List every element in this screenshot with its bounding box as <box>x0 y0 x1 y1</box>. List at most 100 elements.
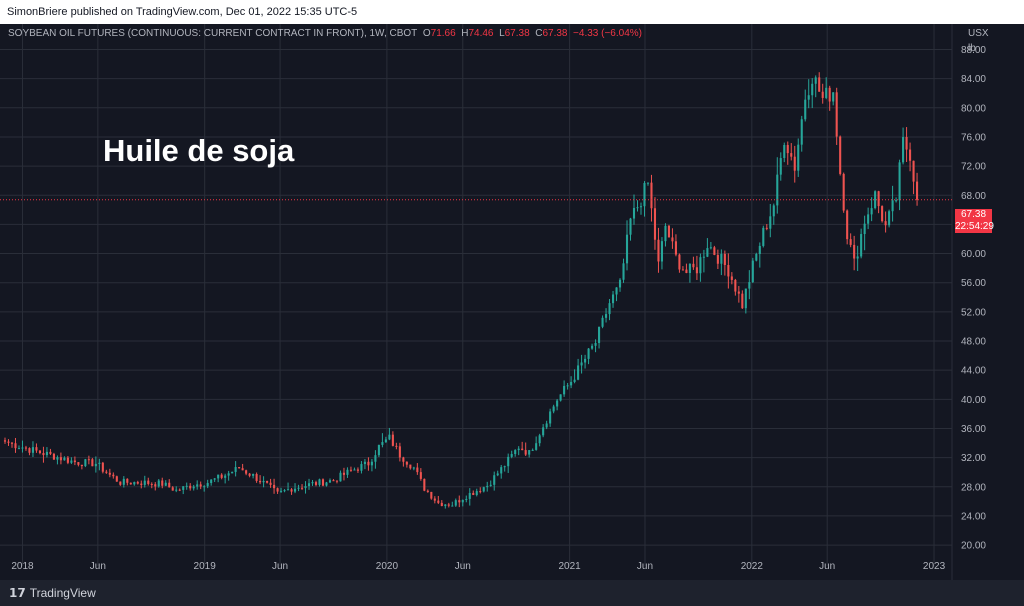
candle-body <box>636 207 639 209</box>
candle-body <box>615 287 618 295</box>
candle-body <box>671 237 674 242</box>
candle-body <box>136 482 139 484</box>
candle-body <box>363 461 366 465</box>
candle-body <box>807 95 810 100</box>
candle-body <box>147 480 150 484</box>
candle-body <box>884 221 887 226</box>
candle-body <box>370 461 373 466</box>
candle-body <box>825 87 828 98</box>
currency-label: USX <box>968 28 989 39</box>
x-tick-label: 2021 <box>558 561 581 572</box>
chart-area[interactable] <box>0 24 1024 580</box>
candle-body <box>587 348 590 359</box>
symbol-legend: SOYBEAN OIL FUTURES (CONTINUOUS: CURRENT… <box>8 28 642 39</box>
x-tick-label: 2018 <box>11 561 34 572</box>
candle-body <box>283 490 286 492</box>
low-value: 67.38 <box>504 28 530 39</box>
candle-body <box>384 439 387 443</box>
publish-header: SimonBriere published on TradingView.com… <box>0 0 1024 24</box>
candle-body <box>835 92 838 137</box>
unit-label: lb <box>968 43 976 54</box>
y-tick-label: 24.00 <box>961 511 986 522</box>
candle-body <box>161 480 164 486</box>
candle-body <box>10 442 14 444</box>
candle-body <box>765 227 768 229</box>
candle-body <box>206 483 209 487</box>
candle-body <box>797 144 800 171</box>
price-axis[interactable]: 20.00 24.00 28.00 32.00 36.00 40.00 44.00 48.00… <box>961 45 986 552</box>
candle-body <box>769 216 772 229</box>
candle-body <box>339 472 342 482</box>
candle-body <box>604 314 608 318</box>
candle-body <box>189 485 192 489</box>
candle-body <box>580 362 583 366</box>
candle-body <box>91 459 94 467</box>
candle-body <box>115 476 118 482</box>
candle-body <box>451 505 454 507</box>
candle-body <box>650 182 653 209</box>
open-value: 71.66 <box>430 28 456 39</box>
candle-body <box>7 441 10 443</box>
candle-body <box>444 504 447 507</box>
candle-body <box>891 200 894 212</box>
close-label: C <box>535 28 543 39</box>
candle-body <box>709 247 712 249</box>
x-tick-label: 2020 <box>376 561 399 572</box>
candle-body <box>493 475 496 485</box>
candle-body <box>730 276 733 280</box>
candle-body <box>419 472 422 479</box>
candle-body <box>870 208 873 215</box>
candle-body <box>716 254 719 264</box>
candle-body <box>297 487 300 489</box>
x-tick-label: Jun <box>819 561 835 572</box>
candle-body <box>416 467 419 473</box>
candle-body <box>119 481 122 485</box>
candle-body <box>783 145 786 159</box>
candle-body <box>772 205 775 217</box>
candle-body <box>608 303 611 315</box>
candle-body <box>828 87 831 102</box>
candle-body <box>391 434 394 446</box>
footer-brand[interactable]: TradingView <box>29 586 96 600</box>
candle-body <box>164 482 167 486</box>
candle-body <box>426 490 429 492</box>
candle-body <box>846 210 849 240</box>
y-tick-label: 20.00 <box>961 541 986 552</box>
candle-body <box>262 481 265 483</box>
y-tick-label: 60.00 <box>961 249 986 260</box>
candle-body <box>108 472 111 475</box>
candle-body <box>388 434 391 440</box>
candle-body <box>674 241 677 255</box>
candle-body <box>234 467 237 472</box>
candle-body <box>402 457 405 462</box>
candle-body <box>657 239 660 262</box>
candle-body <box>325 482 328 486</box>
candle-body <box>45 451 48 456</box>
candle-body <box>531 449 534 451</box>
candlestick-chart[interactable]: 20.00 24.00 28.00 32.00 36.00 40.00 44.00 48.00… <box>0 24 1024 580</box>
candle-body <box>681 269 684 271</box>
tradingview-logo-icon[interactable]: 𝟭𝟳 <box>9 586 26 600</box>
candle-body <box>639 206 643 208</box>
candle-body <box>454 500 457 506</box>
candle-body <box>175 489 178 491</box>
candle-body <box>84 459 87 467</box>
candle-body <box>814 77 817 84</box>
candle-body <box>653 208 657 240</box>
candle-body <box>514 450 517 455</box>
candle-body <box>916 181 919 200</box>
candle-body <box>182 486 185 490</box>
y-tick-label: 72.00 <box>961 162 986 173</box>
candle-body <box>440 502 443 507</box>
candle-body <box>594 342 597 346</box>
candle-body <box>468 492 471 499</box>
candle-body <box>874 191 877 209</box>
candle-body <box>192 486 195 489</box>
candle-body <box>409 464 412 469</box>
y-tick-label: 80.00 <box>961 103 986 114</box>
candle-body <box>821 91 824 98</box>
time-axis[interactable]: 2018 Jun 2019 Jun 2020 Jun 2021 Jun 2022 Jun 2023 <box>11 561 945 572</box>
candle-body <box>259 480 262 483</box>
candle-body <box>63 457 66 461</box>
candle-body <box>227 473 230 476</box>
